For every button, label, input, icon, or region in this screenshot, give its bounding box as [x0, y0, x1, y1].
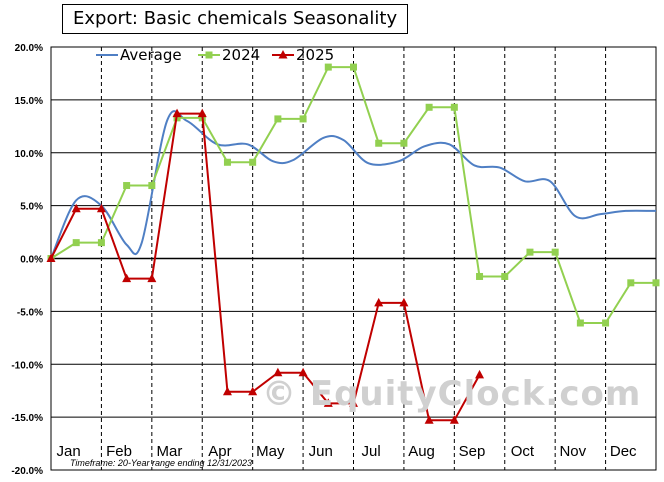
- data-point: [475, 369, 485, 379]
- chart-title: Export: Basic chemicals Seasonality: [62, 4, 409, 34]
- data-point: [97, 239, 105, 247]
- legend-marker: [278, 50, 288, 59]
- data-point: [449, 415, 459, 424]
- data-point: [248, 386, 258, 396]
- data-point: [273, 367, 283, 377]
- data-point: [222, 386, 232, 396]
- timeframe-note: Timeframe: 20-Year range ending 12/31/20…: [70, 458, 253, 468]
- x-tick-label: Jun: [309, 443, 333, 460]
- legend: Average 2024 2025: [96, 46, 334, 64]
- x-tick-label: Oct: [511, 443, 535, 460]
- series-average: [50, 110, 657, 259]
- data-point: [399, 297, 409, 307]
- x-tick-label: Jan: [57, 443, 81, 460]
- y-tick-label: 0.0%: [20, 255, 43, 266]
- data-point: [148, 182, 156, 190]
- data-point: [324, 63, 332, 71]
- data-point: [298, 367, 308, 377]
- x-tick-label: May: [256, 443, 285, 460]
- y-tick-label: -5.0%: [17, 307, 43, 318]
- data-point: [147, 273, 157, 283]
- legend-label: Average: [120, 46, 182, 64]
- series-line: [50, 110, 657, 259]
- data-point: [652, 279, 660, 287]
- series-lines: [46, 63, 660, 424]
- legend-label: 2024: [222, 46, 260, 64]
- data-point: [123, 182, 131, 190]
- x-tick-label: Apr: [208, 443, 231, 460]
- data-point: [576, 319, 584, 327]
- series-2024: [47, 63, 660, 327]
- data-point: [349, 398, 358, 407]
- y-tick-label: 20.0%: [15, 43, 43, 54]
- data-point: [274, 115, 282, 123]
- x-axis-ticks: Jan Feb Mar Apr May Jun Jul Aug Sep Oct Nov Dec: [57, 443, 638, 460]
- legend-label: 2025: [296, 46, 334, 64]
- series-2025: [46, 108, 485, 424]
- data-point: [476, 272, 484, 280]
- data-point: [197, 108, 207, 118]
- data-point: [299, 115, 307, 123]
- y-tick-label: -15.0%: [11, 413, 43, 424]
- data-point: [400, 139, 408, 147]
- data-point: [602, 319, 610, 327]
- legend-item-2025: 2025: [272, 46, 334, 64]
- data-point: [323, 398, 333, 407]
- data-point: [375, 139, 383, 147]
- y-axis-ticks: 20.0% 15.0% 10.0% 5.0% 0.0% -5.0% -10.0% -15.0%…: [11, 43, 43, 477]
- y-tick-label: 10.0%: [15, 149, 43, 160]
- y-tick-label: 15.0%: [15, 96, 43, 107]
- legend-item-average: Average: [96, 46, 182, 64]
- x-tick-label: Mar: [157, 443, 183, 460]
- x-tick-label: Dec: [610, 443, 637, 460]
- data-point: [46, 253, 56, 262]
- x-tick-label: Feb: [106, 443, 132, 460]
- series-line: [50, 112, 481, 422]
- data-point: [425, 103, 433, 111]
- y-tick-label: 5.0%: [20, 202, 43, 213]
- data-point: [172, 108, 182, 118]
- data-point: [72, 239, 80, 247]
- data-point: [249, 158, 257, 166]
- legend-marker: [205, 51, 213, 59]
- y-tick-label: -20.0%: [11, 466, 43, 477]
- data-point: [627, 279, 635, 287]
- x-tick-label: Jul: [362, 443, 381, 460]
- legend-item-2024: 2024: [198, 46, 260, 64]
- data-point: [122, 273, 132, 283]
- x-tick-label: Aug: [408, 443, 435, 460]
- data-point: [526, 248, 534, 256]
- x-tick-label: Nov: [559, 443, 586, 460]
- data-point: [450, 103, 458, 111]
- data-point: [501, 272, 509, 280]
- data-point: [374, 297, 384, 307]
- y-tick-label: -10.0%: [11, 360, 43, 371]
- watermark: © EquityClock.com: [262, 374, 642, 414]
- data-point: [350, 63, 357, 71]
- x-tick-label: Sep: [459, 443, 486, 460]
- data-point: [96, 203, 106, 213]
- data-point: [551, 248, 559, 256]
- data-point: [71, 203, 81, 213]
- data-point: [424, 415, 434, 424]
- data-point: [223, 158, 231, 166]
